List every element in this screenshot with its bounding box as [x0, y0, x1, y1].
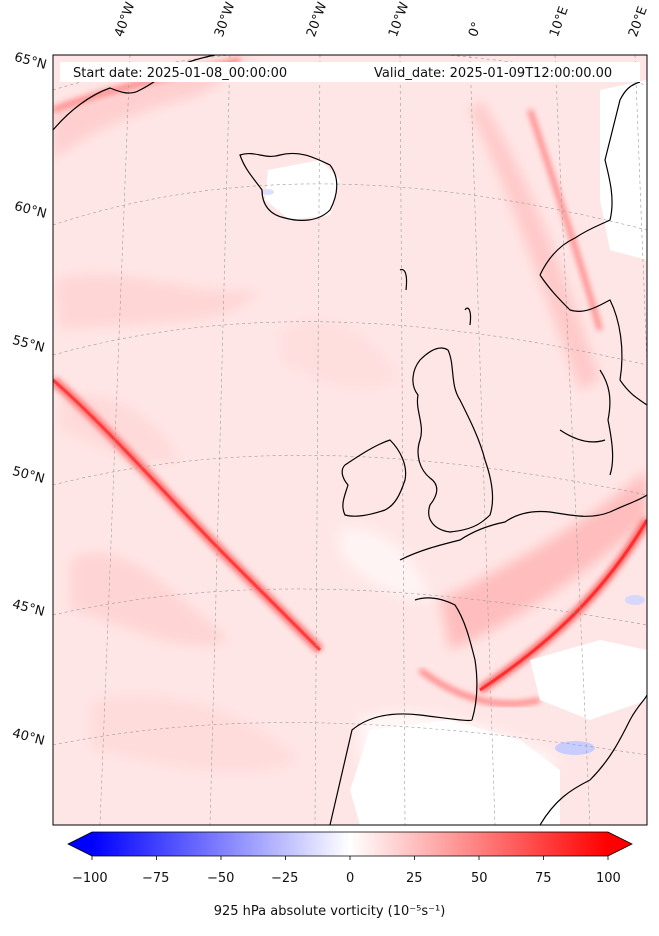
norway-south-coast [539, 274, 623, 381]
iberia-near-zero-area [350, 720, 560, 825]
negative-vorticity-patch-alps [625, 595, 645, 605]
colorbar [67, 831, 633, 860]
cbar-tick-label: 50 [471, 871, 488, 886]
map-frame [52, 54, 648, 826]
cbar-tick-label: 75 [535, 871, 552, 886]
colorbar-label: 925 hPa absolute vorticity (10⁻⁵s⁻¹) [213, 904, 446, 919]
iceland-coast [239, 152, 338, 221]
frontal-vorticity-band-east-core [479, 519, 647, 692]
colorbar-gradient [92, 832, 608, 856]
negative-vorticity-patch-med [555, 741, 595, 755]
ireland-coast [341, 439, 407, 517]
dutch-coast [559, 429, 606, 443]
great-britain-coast [412, 347, 494, 533]
norway-coast [539, 81, 641, 276]
france-west-coast [414, 597, 478, 721]
biscay-band [418, 667, 541, 707]
norwegian-coast-band [527, 109, 603, 331]
iberia-coast [329, 713, 473, 825]
cbar-tick-label: −25 [271, 871, 299, 886]
date-header-strip [60, 62, 640, 82]
start-date-text: Start date: 2025-01-08_00:00:00 [73, 66, 288, 81]
frontal-vorticity-band-west-core [53, 378, 322, 652]
colorbar-ticks [91, 856, 609, 860]
faroe-coast [399, 268, 408, 291]
cbar-tick-label: −50 [207, 871, 235, 886]
colorbar-max-extension [608, 832, 632, 856]
alps-near-zero-area [530, 640, 647, 720]
cbar-tick-label: −100 [72, 871, 108, 886]
france-north-coast [399, 494, 647, 561]
sweden-coast [619, 379, 647, 406]
coastlines [53, 55, 647, 825]
cbar-tick-label: 0 [346, 871, 355, 886]
cbar-tick-label: 100 [596, 871, 621, 886]
negative-vorticity-patch-iceland [262, 189, 274, 195]
graticule [53, 55, 647, 825]
cbar-tick-label: −75 [142, 871, 170, 886]
shetland-coast [464, 307, 472, 326]
colorbar-min-extension [68, 832, 92, 856]
scandinavia-near-zero-area [600, 80, 647, 260]
iceland-near-zero-area [265, 160, 340, 220]
denmark-coast [599, 369, 614, 476]
mediterranean-coast [539, 694, 647, 825]
cbar-tick-label: 25 [406, 871, 423, 886]
map-area [53, 55, 647, 825]
valid-date-text: Valid_date: 2025-01-09T12:00:00.00 [374, 66, 613, 81]
